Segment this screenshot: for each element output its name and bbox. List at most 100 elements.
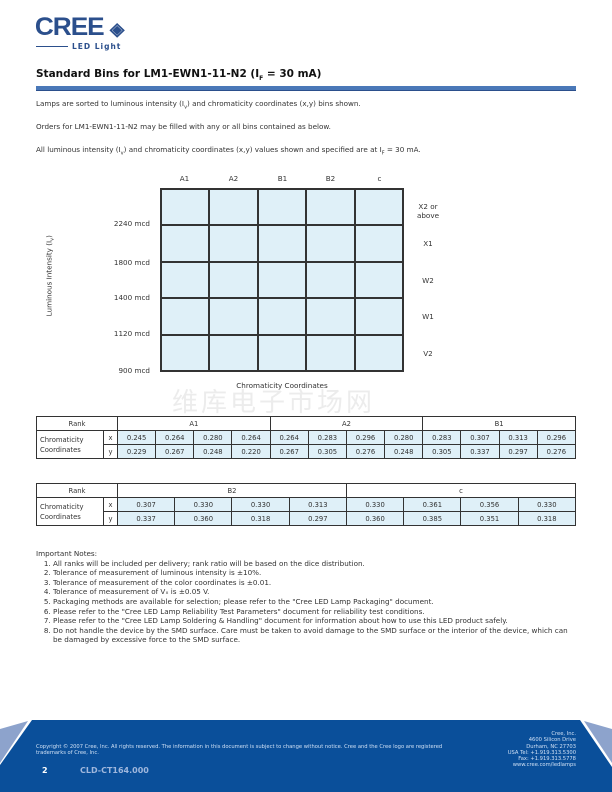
- bin-cell: [306, 225, 355, 262]
- bin-cell: [354, 189, 403, 226]
- cell: 0.248: [193, 444, 233, 459]
- cell: 0.313: [498, 430, 538, 445]
- cell: 0.305: [307, 444, 347, 459]
- limit-900: 900 mcd: [118, 366, 150, 375]
- intro-line-2: Orders for LM1-EWN1-11-N2 may be filled …: [36, 122, 331, 131]
- cell: 0.283: [307, 430, 347, 445]
- bin-row-w2: W2: [422, 276, 434, 285]
- note-item: Tolerance of measurement of luminous int…: [53, 568, 576, 578]
- watermark: 维库电子市场网: [172, 388, 376, 418]
- cell: 0.264: [231, 430, 271, 445]
- cell: 0.276: [536, 444, 577, 459]
- bin-cell: [161, 334, 210, 371]
- bin-column-c: c: [377, 174, 382, 183]
- note-item: Please refer to the "Cree LED Lamp Relia…: [53, 607, 576, 617]
- bin-row-v2: V2: [423, 349, 433, 358]
- note-item: All ranks will be included per delivery;…: [53, 559, 576, 569]
- notes-title: Important Notes:: [36, 549, 98, 558]
- cell: 0.297: [498, 444, 538, 459]
- cell: 0.245: [117, 430, 157, 445]
- cell: 0.330: [174, 497, 233, 512]
- cell: 0.264: [155, 430, 195, 445]
- important-notes: Important Notes: All ranks will be inclu…: [36, 549, 576, 645]
- bin-cell: [306, 261, 355, 299]
- rank-b1: B1: [422, 416, 576, 431]
- bin-cell: [354, 261, 403, 299]
- bin-cell: [161, 298, 210, 335]
- bin-column-a1: A1: [179, 174, 190, 183]
- y-label: y: [102, 444, 119, 459]
- cell: 0.280: [193, 430, 233, 445]
- cell: 0.361: [403, 497, 462, 512]
- cell: 0.330: [345, 497, 405, 512]
- cell: 0.248: [384, 444, 424, 459]
- limit-2240: 2240 mcd: [113, 219, 150, 228]
- bin-cell: [209, 261, 258, 299]
- bin-row-x1: X1: [423, 239, 433, 248]
- rank-c: c: [345, 483, 577, 498]
- x-label: x: [102, 497, 119, 512]
- cell: 0.330: [231, 497, 290, 512]
- x-axis-label: Chromaticity Coordinates: [236, 381, 328, 390]
- cree-logo: CREE ◈: [34, 13, 125, 41]
- bin-cell: [161, 189, 210, 226]
- page-number: 2: [42, 766, 48, 775]
- bin-cell: [209, 189, 258, 226]
- footer: Copyright © 2007 Cree, Inc. All rights r…: [0, 715, 612, 792]
- bin-cell: [209, 298, 258, 335]
- cell: 0.385: [403, 511, 462, 526]
- bin-row-w1: W1: [422, 312, 434, 321]
- bin-cell: [161, 225, 210, 262]
- bin-column-a2: A2: [228, 174, 239, 183]
- title-rule: [36, 86, 576, 91]
- bin-row-x2: X2 or above: [416, 202, 440, 220]
- bin-cell: [257, 261, 307, 299]
- cell: 0.267: [269, 444, 309, 459]
- address-line: Durham, NC 27703: [526, 743, 576, 750]
- rank-a1: A1: [117, 416, 271, 431]
- cell: 0.337: [117, 511, 176, 526]
- bin-column-b1: B1: [277, 174, 288, 183]
- coord-label: Chromaticity Coordinates: [36, 497, 104, 526]
- y-axis-label: Luminous Intensity (Iv): [44, 235, 56, 317]
- copyright: Copyright © 2007 Cree, Inc. All rights r…: [36, 744, 443, 757]
- cell: 0.283: [422, 430, 462, 445]
- cell: 0.296: [345, 430, 386, 445]
- bin-cell: [209, 225, 258, 262]
- cell: 0.351: [460, 511, 519, 526]
- address-line: 4600 Silicon Drive: [528, 737, 576, 744]
- note-item: Please refer to the "Cree LED Lamp Solde…: [53, 616, 576, 626]
- cell: 0.305: [422, 444, 462, 459]
- cell: 0.276: [345, 444, 386, 459]
- company-address: Cree, Inc. 4600 Silicon Drive Durham, NC…: [460, 731, 576, 769]
- website-link[interactable]: www.cree.com/ledlamps: [512, 762, 576, 769]
- intro-line-3: All luminous intensity (Iv) and chromati…: [36, 145, 421, 157]
- notes-list: All ranks will be included per delivery;…: [36, 559, 576, 645]
- cell: 0.280: [384, 430, 424, 445]
- footer-band: [0, 720, 612, 792]
- bin-cell: [306, 189, 355, 226]
- intro-line-1: Lamps are sorted to luminous intensity (…: [36, 99, 361, 111]
- bin-cell: [257, 334, 307, 371]
- bin-cell: [209, 334, 258, 371]
- bin-column-b2: B2: [325, 174, 336, 183]
- logo-line: [36, 46, 68, 47]
- limit-1120: 1120 mcd: [113, 329, 150, 338]
- table-row: Rank B2 c: [35, 483, 577, 498]
- limit-1800: 1800 mcd: [113, 258, 150, 267]
- chromaticity-table-1: Rank A1 A2 B1 Chromaticity Coordinates x…: [35, 416, 577, 459]
- cell: 0.229: [117, 444, 157, 459]
- cell: 0.267: [155, 444, 195, 459]
- bin-cell: [354, 225, 403, 262]
- cell: 0.318: [231, 511, 290, 526]
- bin-cell: [161, 261, 210, 299]
- bin-cell: [257, 189, 307, 226]
- document-id: CLD-CT164.000: [80, 766, 149, 775]
- bin-grid: [160, 188, 404, 372]
- cell: 0.296: [536, 430, 577, 445]
- cell: 0.318: [517, 511, 577, 526]
- note-item: Packaging methods are available for sele…: [53, 597, 576, 607]
- table-row: y 0.337 0.360 0.318 0.297 0.360 0.385 0.351 0.…: [37, 511, 577, 526]
- bin-cell: [354, 334, 403, 371]
